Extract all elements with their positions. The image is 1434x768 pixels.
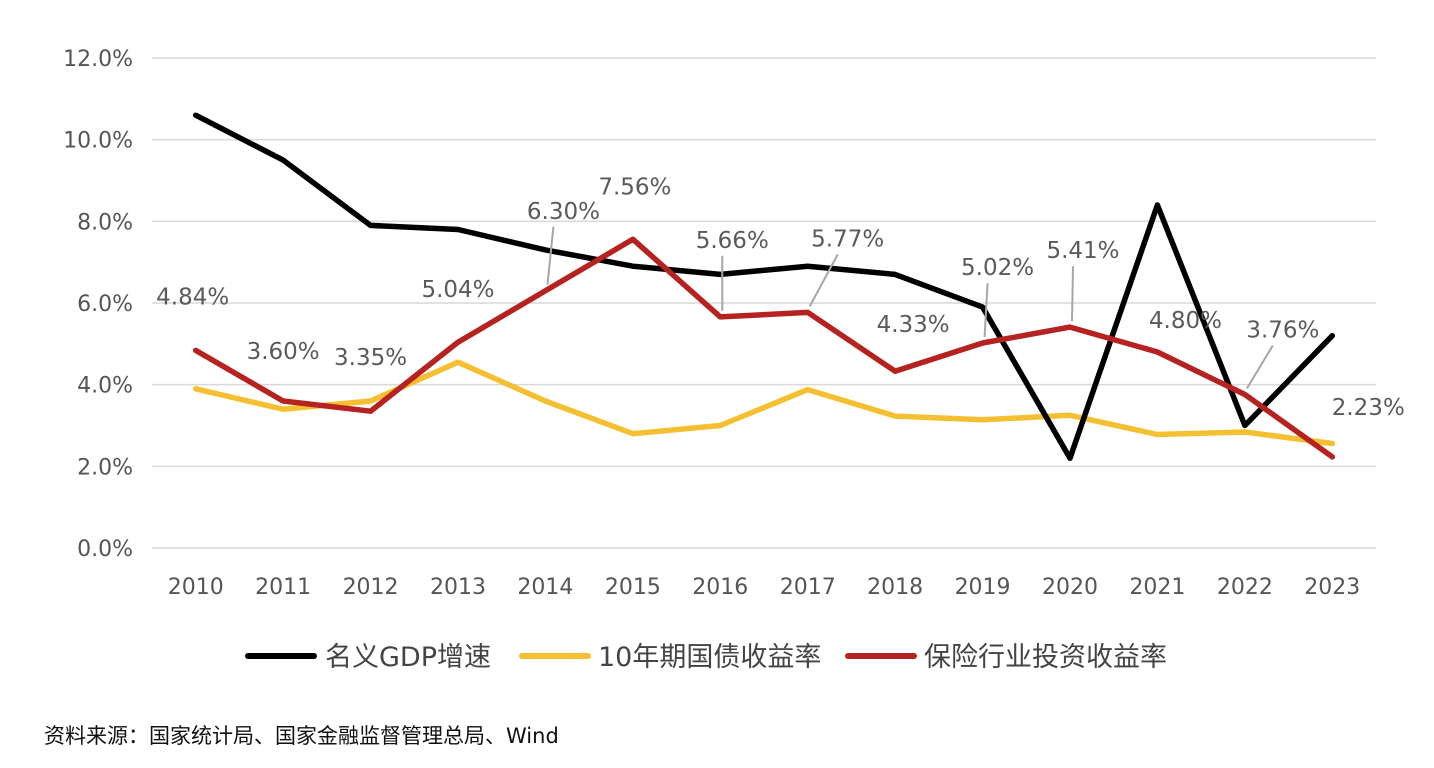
y-tick-label: 8.0%	[77, 210, 133, 235]
legend-label: 名义GDP增速	[325, 642, 491, 673]
data-label: 5.02%	[961, 255, 1034, 281]
series-line	[192, 112, 1336, 461]
x-tick-label: 2013	[430, 575, 486, 600]
grid-lines	[152, 57, 1376, 549]
data-label: 4.33%	[877, 312, 950, 338]
data-label: 3.76%	[1246, 317, 1319, 343]
y-axis-ticks: 0.0% 2.0% 4.0% 6.0% 8.0% 10.0% 12.0%	[63, 47, 133, 562]
data-label: 3.60%	[247, 339, 320, 365]
data-label: 4.80%	[1149, 308, 1222, 334]
leader-line	[546, 226, 555, 285]
data-label: 5.41%	[1046, 238, 1119, 264]
x-tick-label: 2019	[955, 575, 1011, 600]
data-label: 4.84%	[156, 284, 229, 310]
data-label: 6.30%	[527, 199, 600, 225]
x-tick-label: 2023	[1304, 575, 1360, 600]
x-tick-label: 2022	[1217, 575, 1273, 600]
x-tick-label: 2014	[517, 575, 573, 600]
x-tick-label: 2012	[343, 575, 399, 600]
legend-label: 10年期国债收益率	[598, 642, 821, 673]
x-tick-label: 2017	[780, 575, 836, 600]
data-label-leaders	[546, 226, 1274, 389]
leader-line	[983, 282, 989, 338]
source-note: 资料来源：国家统计局、国家金融监督管理总局、Wind	[44, 724, 559, 748]
y-tick-label: 12.0%	[63, 47, 133, 72]
data-label: 2.23%	[1332, 395, 1405, 421]
x-tick-label: 2015	[605, 575, 661, 600]
leader-line	[1246, 344, 1274, 389]
series-lines	[192, 112, 1336, 461]
data-label: 7.56%	[598, 174, 671, 200]
x-axis-ticks: 2010 2011 2012 2013 2014 2015 2016 2017 2018 2019…	[168, 575, 1361, 600]
series-line	[192, 236, 1336, 460]
data-label: 3.35%	[334, 345, 407, 371]
data-label: 5.66%	[696, 228, 769, 254]
y-tick-label: 4.0%	[77, 374, 133, 399]
leader-line	[1071, 266, 1074, 322]
x-tick-label: 2018	[867, 575, 923, 600]
data-label: 5.04%	[421, 277, 494, 303]
y-tick-label: 2.0%	[77, 455, 133, 480]
legend: 名义GDP增速 10年期国债收益率 保险行业投资收益率	[245, 642, 1167, 673]
data-label: 5.77%	[811, 226, 884, 252]
y-tick-label: 10.0%	[63, 129, 133, 154]
x-tick-label: 2021	[1129, 575, 1185, 600]
leader-line	[808, 253, 839, 307]
x-tick-label: 2010	[168, 575, 224, 600]
y-tick-label: 6.0%	[77, 292, 133, 317]
x-tick-label: 2011	[255, 575, 311, 600]
data-labels: 4.84% 3.60% 3.35% 5.04% 6.30%7.56% 5.66% 5.77%…	[156, 174, 1405, 421]
x-tick-label: 2016	[692, 575, 748, 600]
series-line	[192, 359, 1336, 447]
y-tick-label: 0.0%	[77, 537, 133, 562]
legend-label: 保险行业投资收益率	[924, 642, 1167, 673]
x-tick-label: 2020	[1042, 575, 1098, 600]
